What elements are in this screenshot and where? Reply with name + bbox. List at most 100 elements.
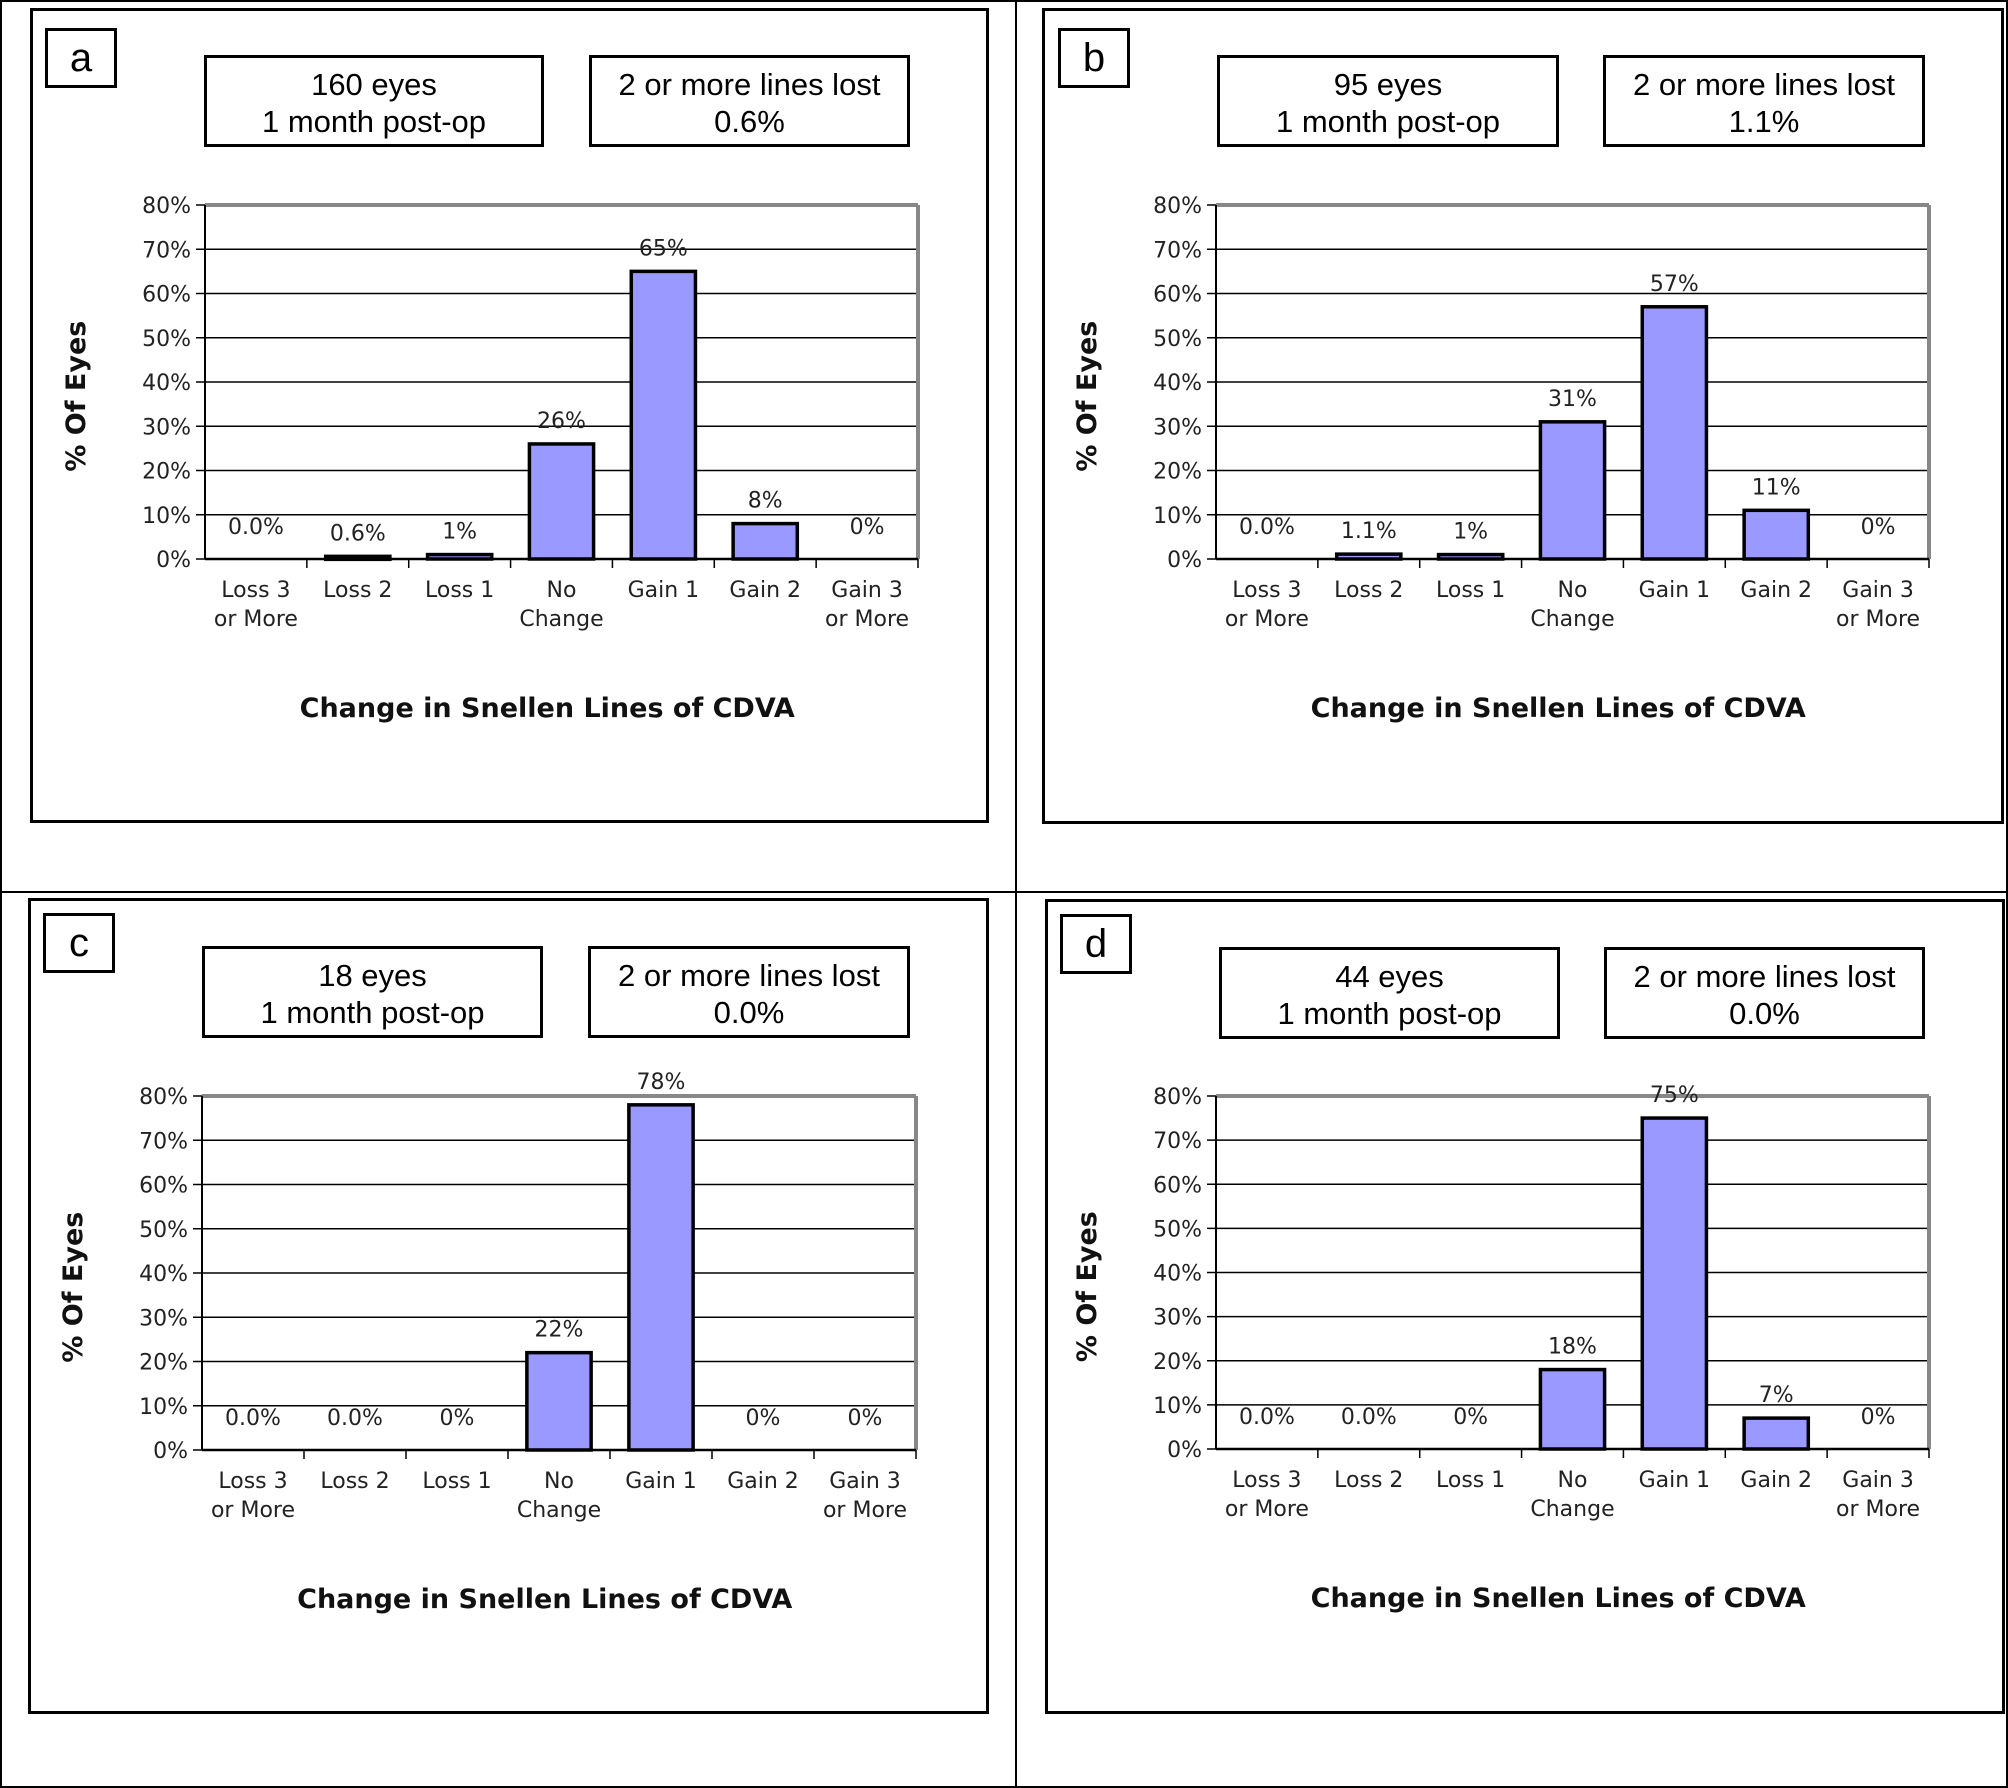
panel-b-category-label: Gain 3 (1842, 578, 1914, 603)
panel-b-data-label: 57% (1650, 272, 1699, 297)
panel-b-data-label: 1% (1453, 520, 1488, 545)
panel-b-ytick-label: 10% (1153, 504, 1202, 529)
panel-b-category-label: Gain 2 (1740, 578, 1812, 603)
panel-c-x-axis-title: Change in Snellen Lines of CDVA (297, 1584, 792, 1615)
panel-a-bar (323, 554, 392, 562)
panel-a-bar (731, 521, 800, 561)
panel-d-data-label: 0% (1861, 1405, 1896, 1430)
panel-b-bar (1436, 552, 1505, 561)
panel-d-count-line1: 44 eyes (1335, 959, 1444, 994)
panel-c-data-label: 0% (848, 1406, 883, 1431)
panel-b-data-label: 0% (1861, 515, 1896, 540)
panel-a-data-label: 65% (639, 236, 688, 261)
panel-c-ytick-label: 50% (139, 1218, 188, 1243)
panel-d-ytick-label: 0% (1167, 1438, 1202, 1463)
panel-b-ytick-label: 40% (1153, 371, 1202, 396)
panel-c-lost-line1: 2 or more lines lost (618, 958, 880, 993)
panel-c-ytick-label: 70% (139, 1129, 188, 1154)
panel-b-chart: 0% 10% 20% 30% 40% 50% 60% 70% 80% 0.0% Loss 3 or M… (1072, 194, 1931, 724)
panel-b-bar (1334, 552, 1403, 561)
panel-a-category-label: Loss 1 (425, 578, 494, 603)
panel-d-category-label: Change (1530, 1497, 1614, 1522)
panel-c-category-label: Gain 3 (829, 1469, 901, 1494)
panel-d-ytick-label: 20% (1153, 1350, 1202, 1375)
panel-d-category-label: or More (1225, 1497, 1309, 1522)
panel-d-count-line2: 1 month post-op (1277, 996, 1502, 1031)
panel-b-category-label: No (1558, 578, 1588, 603)
panel-c-count-line1: 18 eyes (318, 958, 427, 993)
panel-a-category-label: Loss 2 (323, 578, 392, 603)
panel-d-category-label: Loss 1 (1436, 1468, 1505, 1493)
panel-c-data-label: 78% (637, 1070, 686, 1095)
panel-c-y-axis-title: % Of Eyes (58, 1212, 89, 1363)
panel-a-bar (425, 552, 494, 561)
panel-d-bar (1640, 1116, 1709, 1451)
panel-b-ytick-label: 80% (1153, 194, 1202, 219)
panel-a-category-label: or More (825, 607, 909, 632)
panel-b-bar (1538, 420, 1607, 561)
panel-a-category-label: Gain 3 (831, 578, 903, 603)
panel-d-lost-line1: 2 or more lines lost (1633, 959, 1896, 994)
panel-d-data-label: 0.0% (1341, 1405, 1397, 1430)
panel-a-lost-box: 2 or more lines lost 0.6% (589, 55, 910, 147)
panel-a-data-label: 0.6% (330, 521, 386, 546)
panel-d-ytick-label: 50% (1153, 1217, 1202, 1242)
panel-c-lost-line2: 0.0% (713, 995, 785, 1030)
panel-c-ytick-label: 20% (139, 1351, 188, 1376)
panel-a-ytick-label: 20% (142, 460, 191, 485)
panel-d-data-label: 7% (1759, 1383, 1794, 1408)
panel-d-category-label: or More (1836, 1497, 1920, 1522)
figure-divider-horizontal (0, 891, 2008, 893)
panel-b-data-label: 31% (1548, 387, 1597, 412)
panel-a-count-line1: 160 eyes (311, 67, 437, 102)
panel-a-data-label: 0.0% (228, 515, 284, 540)
panel-c-bar (627, 1103, 695, 1452)
panel-a-lost-line1: 2 or more lines lost (618, 67, 881, 102)
panel-d-category-label: Loss 2 (1334, 1468, 1403, 1493)
panel-a (30, 8, 989, 823)
panel-b-y-axis-title: % Of Eyes (1072, 321, 1103, 472)
panel-c-ytick-label: 30% (139, 1306, 188, 1331)
panel-a-category-label: Gain 1 (628, 578, 700, 603)
panel-c-data-label: 0% (440, 1406, 475, 1431)
panel-d-lost-box: 2 or more lines lost 0.0% (1604, 947, 1925, 1039)
panel-d-count-box: 44 eyes 1 month post-op (1219, 947, 1560, 1039)
panel-a-ytick-label: 60% (142, 283, 191, 308)
panel-a-chart: 0% 10% 20% 30% 40% 50% 60% 70% 80% 0.0% Loss 3 or M… (61, 194, 920, 724)
panel-a-ytick-label: 80% (142, 194, 191, 219)
panel-b-ytick-label: 70% (1153, 238, 1202, 263)
panel-d-ytick-label: 60% (1153, 1173, 1202, 1198)
panel-b-category-label: or More (1836, 607, 1920, 632)
panel-a-data-label: 0% (850, 515, 885, 540)
panel-a-category-label: or More (214, 607, 298, 632)
panel-d-data-label: 0.0% (1239, 1405, 1295, 1430)
panel-c-lost-box: 2 or more lines lost 0.0% (588, 946, 910, 1038)
panel-d-ytick-label: 80% (1153, 1085, 1202, 1110)
panel-b-ytick-label: 60% (1153, 283, 1202, 308)
panel-b-category-label: Gain 1 (1639, 578, 1711, 603)
panel-c-ytick-label: 40% (139, 1262, 188, 1287)
figure-divider-vertical (1015, 0, 1017, 1788)
panel-b-category-label: Loss 3 (1232, 578, 1301, 603)
panel-a-x-axis-title: Change in Snellen Lines of CDVA (300, 693, 795, 724)
panel-b-ytick-label: 20% (1153, 460, 1202, 485)
panel-c-count-box: 18 eyes 1 month post-op (202, 946, 543, 1038)
panel-d-bar (1742, 1416, 1811, 1451)
panel-c-letter: c (43, 913, 115, 973)
panel-c-category-label: or More (211, 1498, 295, 1523)
panel-b-ytick-label: 0% (1167, 548, 1202, 573)
panel-c-ytick-label: 0% (153, 1439, 188, 1464)
panel-d-category-label: No (1558, 1468, 1588, 1493)
panel-b-ytick-label: 50% (1153, 327, 1202, 352)
panel-c-data-label: 22% (535, 1318, 584, 1343)
panel-a-ytick-label: 70% (142, 238, 191, 263)
panel-d-ytick-label: 10% (1153, 1394, 1202, 1419)
panel-b-bar (1742, 508, 1811, 561)
panel-b-lost-box: 2 or more lines lost 1.1% (1603, 55, 1925, 147)
panel-c-category-label: Change (517, 1498, 601, 1523)
panel-a-count-box: 160 eyes 1 month post-op (204, 55, 544, 147)
panel-c-ytick-label: 60% (139, 1174, 188, 1199)
panel-b-category-label: or More (1225, 607, 1309, 632)
